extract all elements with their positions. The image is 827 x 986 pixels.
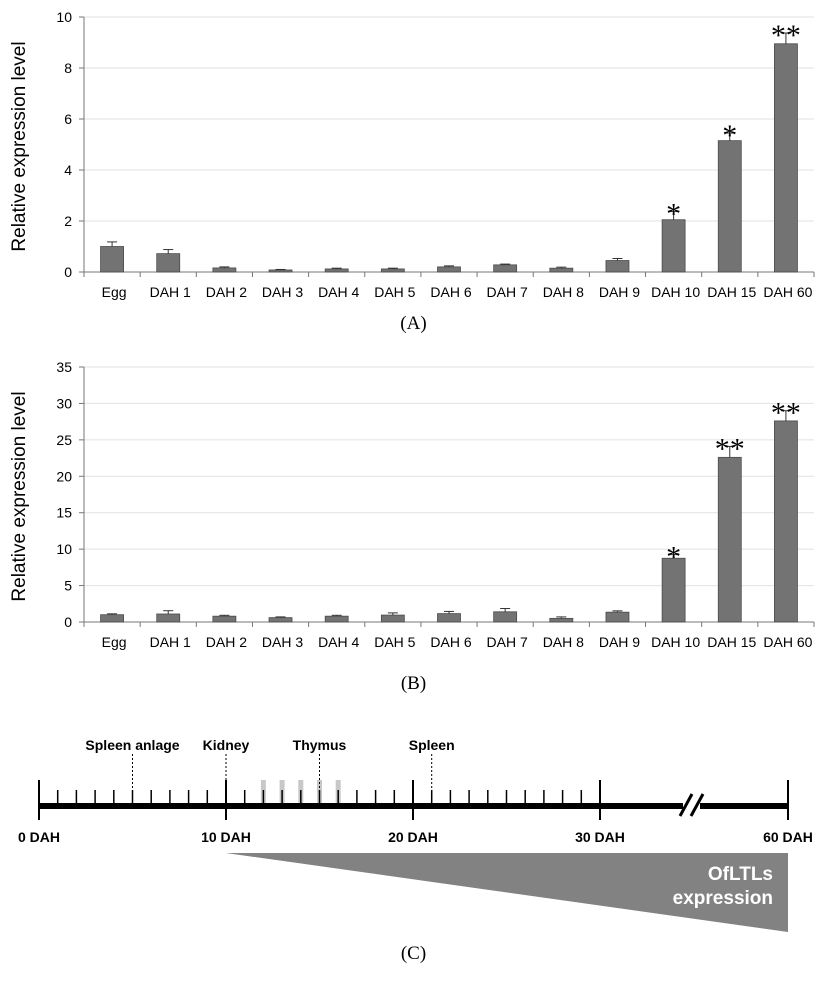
panel-label-a: (A) (400, 313, 427, 334)
bar (605, 611, 630, 623)
bar (437, 613, 461, 623)
x-tick-label: DAH 7 (487, 634, 528, 650)
y-tick-label: 25 (56, 432, 72, 448)
x-tick-label: DAH 2 (206, 634, 247, 650)
x-tick-label: DAH 9 (599, 284, 640, 300)
x-tick-label: DAH 8 (543, 634, 584, 650)
x-tick-label: Egg (102, 284, 127, 300)
x-tick-label: DAH 7 (487, 284, 528, 300)
event-label: Spleen anlage (85, 737, 179, 753)
bar (717, 456, 742, 623)
bar (268, 269, 293, 273)
y-tick-label: 20 (56, 468, 72, 484)
expression-label: OfLTLs (708, 864, 773, 885)
chart-b: 0 5 10 15 20 25 30 35 Egg DAH 1 DAH 2 DAH 3 DAH 4 DAH… (9, 359, 815, 650)
bar (380, 268, 405, 273)
bar (324, 268, 349, 273)
y-axis-label: Relative expression level (9, 41, 30, 251)
bar (268, 617, 293, 623)
x-tick-label: DAH 2 (206, 284, 247, 300)
axis-break (689, 793, 705, 817)
bar (549, 267, 574, 273)
significance-marker: * (666, 198, 681, 231)
timeline-diagram: 0 DAH 10 DAH 20 DAH 30 DAH 60 DAH Spleen anla… (18, 737, 813, 932)
bar (212, 267, 237, 273)
y-axis-label: Relative expression level (9, 391, 30, 601)
y-tick-label: 4 (64, 162, 72, 178)
x-tick-label: Egg (102, 634, 127, 650)
x-tick-label: DAH 3 (262, 284, 303, 300)
y-tick-label: 6 (64, 111, 72, 127)
x-tick-label: DAH 3 (262, 634, 303, 650)
x-tick-label: DAH 10 (651, 634, 700, 650)
x-tick-label: DAH 10 (651, 284, 700, 300)
x-tick-label: DAH 15 (707, 284, 756, 300)
timeline-axis-label: 0 DAH (18, 829, 60, 845)
y-tick-label: 10 (56, 541, 72, 557)
x-tick-label: DAH 5 (374, 284, 415, 300)
x-tick-label: DAH 9 (599, 634, 640, 650)
significance-marker: * (666, 541, 681, 574)
timeline-axis-label: 20 DAH (388, 829, 438, 845)
timeline-axis-label: 30 DAH (575, 829, 625, 845)
x-tick-label: DAH 1 (150, 634, 191, 650)
y-tick-label: 10 (56, 9, 72, 25)
bar (774, 420, 798, 623)
expression-label: expression (673, 888, 773, 909)
significance-marker: ** (771, 19, 801, 52)
y-tick-label: 2 (64, 213, 72, 229)
bar (717, 140, 742, 273)
y-tick-label: 5 (64, 578, 72, 594)
significance-marker: * (722, 119, 737, 152)
axis-break (678, 793, 694, 817)
y-tick-label: 8 (64, 60, 72, 76)
x-tick-label: DAH 4 (318, 284, 359, 300)
x-tick-label: DAH 8 (543, 284, 584, 300)
bar (380, 614, 405, 623)
bar (100, 246, 124, 273)
y-tick-label: 0 (64, 614, 72, 630)
x-tick-label: DAH 1 (150, 284, 191, 300)
bar (156, 613, 181, 623)
bar (324, 615, 349, 623)
x-tick-label: DAH 60 (763, 284, 812, 300)
event-label: Kidney (203, 737, 250, 753)
bar (100, 614, 124, 623)
panel-label-b: (B) (400, 673, 427, 694)
event-label: Spleen (409, 737, 455, 753)
bar (549, 617, 574, 623)
y-tick-label: 15 (56, 505, 72, 521)
bar (212, 615, 237, 623)
significance-marker: ** (715, 432, 745, 465)
x-tick-label: DAH 6 (430, 284, 471, 300)
y-tick-label: 30 (56, 395, 72, 411)
expression-wedge (226, 853, 788, 932)
chart-a: 0 2 4 6 8 10 Egg DAH 1 DAH 2 DAH 3 DAH 4 DAH 5 DAH 6… (9, 9, 815, 300)
bar (156, 253, 181, 273)
x-tick-label: DAH 15 (707, 634, 756, 650)
y-tick-label: 0 (64, 264, 72, 280)
x-tick-label: DAH 6 (430, 634, 471, 650)
panel-label-c: (C) (400, 943, 427, 964)
bar (605, 260, 630, 273)
x-tick-label: DAH 60 (763, 634, 812, 650)
timeline-axis-label: 60 DAH (763, 829, 813, 845)
x-tick-label: DAH 4 (318, 634, 359, 650)
significance-marker: ** (771, 397, 801, 430)
bar (493, 264, 518, 273)
bar (493, 611, 518, 623)
bar (437, 266, 461, 273)
timeline-axis-label: 10 DAH (201, 829, 251, 845)
bar (774, 43, 798, 273)
y-tick-label: 35 (56, 359, 72, 375)
event-label: Thymus (293, 737, 347, 753)
x-tick-label: DAH 5 (374, 634, 415, 650)
